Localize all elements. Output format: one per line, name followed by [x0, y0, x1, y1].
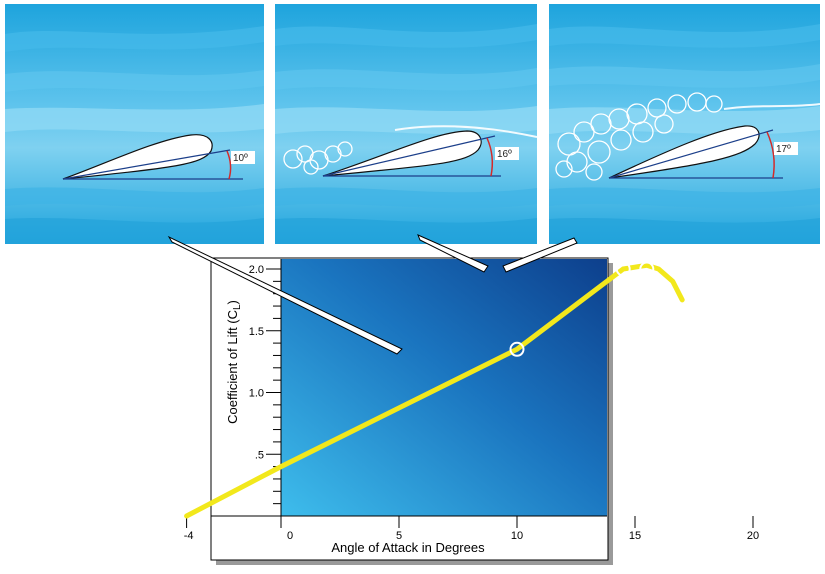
- x-tick-label: -4: [184, 530, 194, 542]
- curve-marker: [509, 341, 525, 357]
- angle-label: 10º: [233, 153, 248, 164]
- angle-label: 17º: [776, 144, 791, 155]
- y-tick-label: 2.0: [249, 264, 264, 276]
- airfoil-shape: [608, 125, 760, 179]
- y-tick-label: 1.5: [249, 326, 264, 338]
- x-tick-label: 0: [287, 530, 293, 542]
- turbulence: [283, 141, 353, 175]
- curve-marker: [615, 261, 631, 277]
- connector-10: [167, 235, 403, 355]
- turbulence: [555, 92, 723, 181]
- connector-16a: [417, 234, 489, 273]
- connector-lines: [167, 234, 578, 355]
- angle-label: 16º: [497, 149, 512, 160]
- airfoil-shape: [62, 134, 213, 180]
- angle-arc: [226, 150, 232, 180]
- chord-line: [322, 135, 496, 177]
- airfoil-panel-16-degrees: 16º: [275, 4, 537, 244]
- chord-line: [62, 149, 231, 180]
- chord-line: [608, 129, 774, 179]
- lift-curve-line: [184, 262, 685, 519]
- y-tick-label: 1.0: [249, 388, 264, 400]
- angle-arc: [486, 137, 494, 177]
- x-tick-label: 10: [511, 530, 523, 542]
- airfoil-panel-10-degrees: 10º: [5, 4, 264, 244]
- y-axis-title: Coefficient of Lift (CL): [225, 300, 243, 424]
- angle-arc: [766, 131, 775, 179]
- x-axis-title: Angle of Attack in Degrees: [331, 540, 485, 555]
- airfoil-shape: [322, 130, 482, 177]
- x-tick-label: 5: [396, 530, 402, 542]
- x-tick-label: 15: [629, 530, 641, 542]
- y-tick-label: .5: [255, 449, 264, 461]
- curve-marker: [639, 261, 655, 277]
- airfoil-panel-17-degrees: 17º: [549, 4, 820, 244]
- connector-16b: [502, 237, 578, 273]
- x-tick-label: 20: [747, 530, 759, 542]
